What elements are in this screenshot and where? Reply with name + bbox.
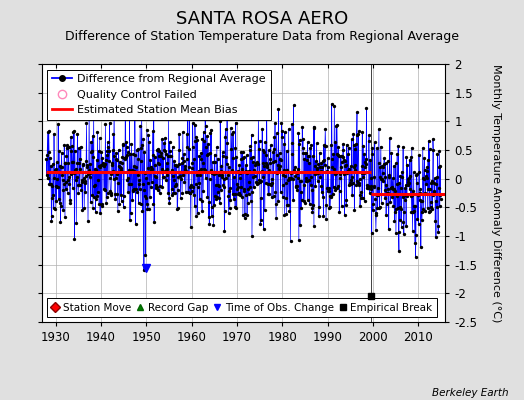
Y-axis label: Monthly Temperature Anomaly Difference (°C): Monthly Temperature Anomaly Difference (… — [492, 64, 501, 322]
Text: Difference of Station Temperature Data from Regional Average: Difference of Station Temperature Data f… — [65, 30, 459, 43]
Legend: Station Move, Record Gap, Time of Obs. Change, Empirical Break: Station Move, Record Gap, Time of Obs. C… — [47, 298, 436, 317]
Text: SANTA ROSA AERO: SANTA ROSA AERO — [176, 10, 348, 28]
Text: Berkeley Earth: Berkeley Earth — [432, 388, 508, 398]
